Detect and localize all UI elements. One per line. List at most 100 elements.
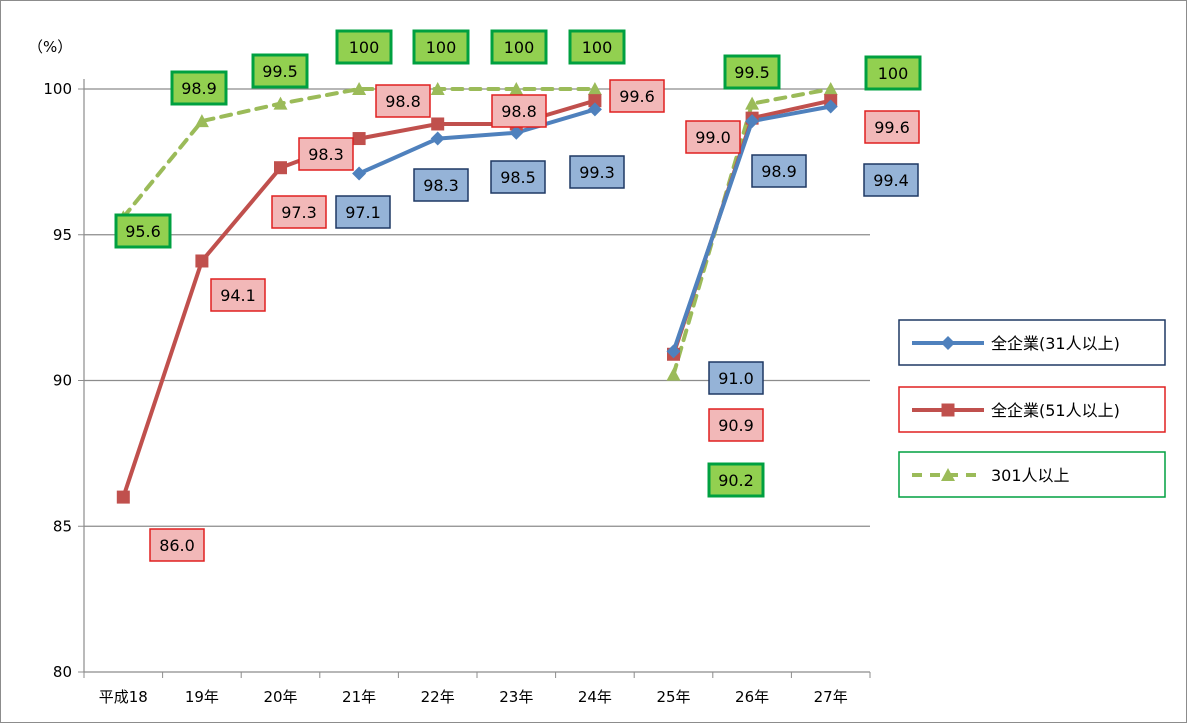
svg-text:99.0: 99.0 (695, 128, 731, 147)
data-label: 100 (568, 29, 626, 65)
svg-text:90.2: 90.2 (718, 471, 754, 490)
data-label: 99.4 (863, 163, 919, 197)
data-label: 98.3 (298, 137, 354, 171)
data-point (194, 114, 209, 128)
data-point (745, 96, 760, 110)
svg-text:98.5: 98.5 (500, 168, 536, 187)
data-label: 99.5 (251, 53, 309, 89)
data-label: 100 (864, 55, 922, 91)
x-tick-label: 19年 (185, 688, 219, 706)
legend-item: 全企業(31人以上) (898, 319, 1166, 366)
legend-marker (941, 336, 955, 350)
svg-text:100: 100 (426, 38, 457, 57)
svg-text:99.6: 99.6 (874, 118, 910, 137)
data-point (195, 254, 209, 268)
svg-text:100: 100 (504, 38, 535, 57)
data-point (352, 132, 366, 146)
data-point (509, 82, 524, 95)
data-label: 98.3 (413, 168, 469, 202)
data-label: 94.1 (210, 278, 266, 312)
svg-text:98.8: 98.8 (501, 102, 537, 121)
x-tick-label: 26年 (735, 688, 769, 706)
data-point (823, 99, 838, 114)
svg-text:98.8: 98.8 (385, 92, 421, 111)
x-tick-label: 22年 (421, 688, 455, 706)
svg-text:100: 100 (582, 38, 613, 57)
x-tick-label: 23年 (499, 688, 533, 706)
data-point (745, 114, 760, 129)
svg-text:94.1: 94.1 (220, 286, 256, 305)
legend-marker (941, 468, 955, 481)
data-label: 98.5 (490, 160, 546, 194)
legend-item: 301人以上 (898, 451, 1166, 498)
data-label: 98.9 (751, 154, 807, 188)
y-tick-label: 90 (53, 372, 72, 390)
data-label: 98.8 (375, 84, 431, 118)
data-point (823, 82, 838, 95)
svg-text:90.9: 90.9 (718, 416, 754, 435)
data-label: 95.6 (114, 213, 172, 249)
data-label: 86.0 (149, 528, 205, 562)
svg-text:98.9: 98.9 (181, 79, 217, 98)
data-label: 100 (490, 29, 548, 65)
svg-text:98.9: 98.9 (761, 162, 797, 181)
x-tick-label: 25年 (656, 688, 690, 706)
data-point (666, 367, 681, 381)
legend-label: 全企業(31人以上) (991, 334, 1120, 353)
svg-text:95.6: 95.6 (125, 222, 161, 241)
series-line-2 (671, 87, 833, 377)
data-point (430, 82, 445, 95)
x-tick-label: 20年 (263, 688, 297, 706)
data-label: 99.5 (723, 54, 781, 90)
y-tick-labels: 80 85 90 95 100 (43, 80, 72, 681)
data-point (352, 82, 367, 95)
data-label: 97.3 (271, 195, 327, 229)
x-tick-labels: 平成18 19年 20年 21年 22年 23年 24年 25年 26年 27年 (99, 688, 848, 706)
data-label: 100 (335, 29, 393, 65)
data-point (588, 94, 602, 108)
data-label: 98.9 (170, 70, 228, 106)
data-label: 97.1 (335, 195, 391, 229)
data-point (430, 131, 445, 146)
data-label: 90.9 (708, 408, 764, 442)
data-labels: 97.1 98.3 98.5 99.3 91.0 98.9 99.4 86.0 94.1 97.3… (114, 29, 922, 562)
svg-text:99.3: 99.3 (579, 163, 615, 182)
legend-marker (941, 403, 955, 417)
y-tick-label: 95 (53, 226, 72, 244)
data-point (274, 161, 287, 175)
y-tick-label: 80 (53, 663, 72, 681)
y-tick-label: 100 (43, 80, 72, 98)
svg-text:99.6: 99.6 (619, 87, 655, 106)
svg-text:97.3: 97.3 (281, 203, 317, 222)
svg-text:86.0: 86.0 (159, 536, 195, 555)
x-tick-label: 平成18 (99, 688, 148, 706)
svg-text:91.0: 91.0 (718, 369, 754, 388)
data-label: 99.6 (864, 110, 920, 144)
data-point (431, 117, 445, 131)
data-point (352, 166, 367, 181)
data-point (587, 102, 602, 117)
y-tick-label: 85 (53, 517, 72, 535)
data-point (116, 490, 130, 504)
y-unit-label: （%） (28, 38, 72, 56)
legend-item: 全企業(51人以上) (898, 386, 1166, 433)
x-tick-label: 24年 (578, 688, 612, 706)
legend-label: 全企業(51人以上) (991, 401, 1120, 420)
data-point (273, 96, 288, 110)
series-line-0 (357, 107, 597, 176)
x-tick-label: 21年 (342, 688, 376, 706)
axes (78, 79, 871, 678)
x-tick-label: 27年 (814, 688, 848, 706)
legend-label: 301人以上 (991, 466, 1070, 485)
data-label: 99.0 (685, 120, 741, 154)
svg-text:100: 100 (349, 38, 380, 57)
svg-text:97.1: 97.1 (345, 203, 381, 222)
svg-text:99.5: 99.5 (262, 62, 298, 81)
data-label: 99.3 (569, 155, 625, 189)
series-markers (116, 82, 838, 504)
data-label: 91.0 (708, 361, 764, 395)
data-label: 100 (412, 29, 470, 65)
svg-text:98.3: 98.3 (423, 176, 459, 195)
svg-text:100: 100 (878, 64, 909, 83)
